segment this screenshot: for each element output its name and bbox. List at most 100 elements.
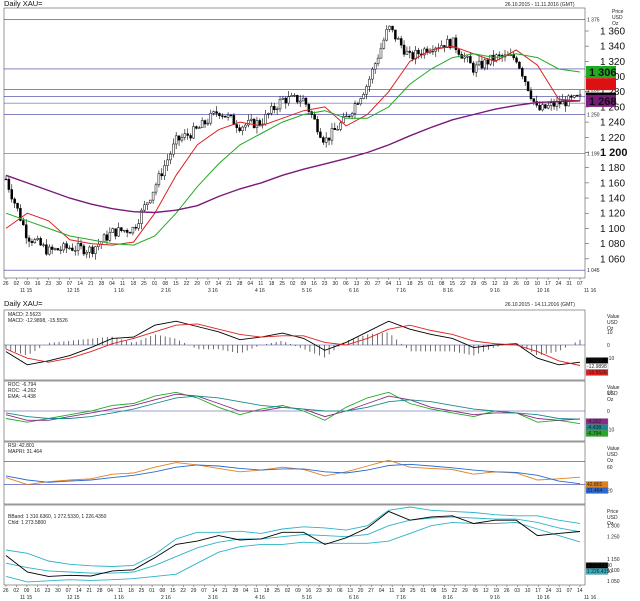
candle-body <box>4 178 8 181</box>
macd-axis-caption: Value <box>607 314 620 320</box>
candle-body <box>146 202 149 205</box>
candle-body <box>174 135 178 145</box>
x-day-label: 18 <box>400 588 406 594</box>
candle-body <box>137 223 140 229</box>
candle-body <box>229 114 233 116</box>
candle-body <box>244 124 247 128</box>
x-day-label: 08 <box>431 588 437 594</box>
x-day-label: 18 <box>128 588 134 594</box>
candle-body <box>469 56 472 64</box>
x-day-label: 09 <box>301 281 307 287</box>
candle-body <box>206 122 210 125</box>
candle-body <box>143 204 146 211</box>
candle-body <box>486 59 489 65</box>
candle-body <box>42 244 45 246</box>
candle-body <box>281 97 285 100</box>
x-day-label: 01 <box>152 281 158 287</box>
price-axis-label: 1 200 <box>600 147 628 159</box>
candle-body <box>192 126 195 139</box>
macd-axis-caption: USD <box>607 320 618 326</box>
candle-body <box>53 248 57 250</box>
x-month-label: 5 16 <box>302 595 312 601</box>
price-axis-label: 1 320 <box>600 57 625 68</box>
candle-body <box>218 113 221 116</box>
candle-body <box>131 226 135 234</box>
candle-body <box>76 243 80 251</box>
level-label: 1 375 <box>587 18 600 24</box>
roc-legend-3: EMA: -4.438 <box>8 394 36 400</box>
price-axis-label: 1 240 <box>600 118 625 129</box>
x-day-label: 07 <box>567 588 573 594</box>
candle-body <box>287 96 290 104</box>
x-month-label: 1 16 <box>114 288 124 294</box>
x-day-label: 20 <box>358 588 364 594</box>
x-month-label: 3 16 <box>208 288 218 294</box>
candle-body <box>88 246 91 253</box>
x-month-label: 7 16 <box>396 595 406 601</box>
x-month-label: 1 16 <box>114 595 124 601</box>
x-day-label: 19 <box>503 281 509 287</box>
x-day-label: 04 <box>107 588 113 594</box>
candle-body <box>371 68 374 80</box>
candle-body <box>7 178 11 190</box>
candle-body <box>544 104 547 109</box>
candle-body <box>307 104 311 112</box>
x-day-label: 16 <box>306 588 312 594</box>
moving-average-line <box>5 53 581 246</box>
x-day-label: 14 <box>76 588 82 594</box>
candle-body <box>30 241 34 243</box>
candle-body <box>200 120 204 128</box>
main-price-plot <box>4 19 585 271</box>
candle-body <box>189 135 192 139</box>
x-day-label: 14 <box>216 281 222 287</box>
x-day-label: 26 <box>3 588 9 594</box>
x-day-label: 04 <box>379 588 385 594</box>
x-day-label: 15 <box>170 588 176 594</box>
bbands-axis-label: 1 050 <box>607 579 620 585</box>
x-day-label: 18 <box>407 281 413 287</box>
bbands-axis-label: 1 300 <box>607 524 620 530</box>
x-day-label: 09 <box>295 588 301 594</box>
candle-body <box>365 86 368 95</box>
candle-body <box>215 111 218 114</box>
roc-axis-label: 0 <box>607 409 610 415</box>
bbands-value-badge <box>585 568 609 575</box>
rsi-axis-caption: Oz <box>607 458 614 464</box>
candle-body <box>521 68 524 77</box>
candle-body <box>529 90 533 99</box>
x-day-label: 03 <box>524 281 530 287</box>
x-day-label: 15 <box>449 281 455 287</box>
x-day-label: 07 <box>205 281 211 287</box>
bbands-value-badge-label: 1 270.5800 <box>587 563 612 569</box>
bbands-series-line <box>5 510 581 577</box>
x-day-label: 16 <box>311 281 317 287</box>
x-day-label: 27 <box>375 281 381 287</box>
rsi-panel-frame <box>3 441 586 505</box>
x-month-label: 6 16 <box>349 288 359 294</box>
candle-body <box>24 224 28 239</box>
candle-body <box>379 47 383 59</box>
x-month-label: 2 16 <box>161 595 171 601</box>
price-axis-label: 1 160 <box>600 178 625 189</box>
bb-legend-2: Chld: 1 273.5800 <box>8 520 46 526</box>
price-axis-label: 1 340 <box>600 42 625 53</box>
x-day-label: 01 <box>420 588 426 594</box>
x-day-label: 28 <box>99 281 105 287</box>
x-day-label: 15 <box>441 588 447 594</box>
candle-body <box>59 249 63 252</box>
candle-body <box>541 104 544 111</box>
rsi-legend-2: MAPRI: 31.464 <box>8 449 42 455</box>
candle-body <box>394 29 397 40</box>
candle-body <box>333 128 337 130</box>
candle-body <box>570 95 573 98</box>
x-day-label: 26 <box>3 281 9 287</box>
price-axis-label: 1 260 <box>600 102 625 113</box>
candle-body <box>497 54 501 56</box>
main-axis-caption-2: USD <box>612 15 623 21</box>
candle-body <box>108 232 112 241</box>
candle-body <box>111 228 114 233</box>
candle-body <box>313 114 316 120</box>
candle-body <box>151 191 155 201</box>
candle-body <box>290 95 293 97</box>
candle-body <box>278 99 282 110</box>
